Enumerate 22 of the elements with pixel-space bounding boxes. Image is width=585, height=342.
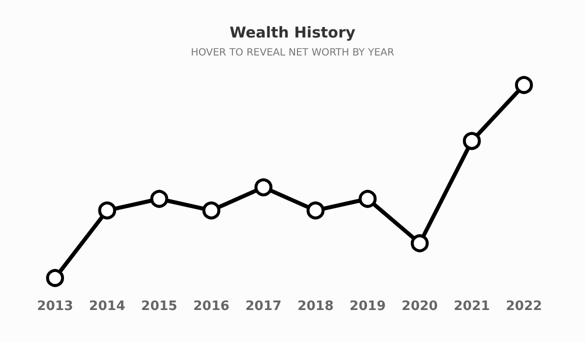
x-tick-label: 2016 (193, 299, 230, 314)
point (254, 178, 272, 196)
x-tick-label: 2022 (506, 299, 542, 314)
x-tick-label: 2021 (454, 299, 490, 314)
x-tick-label: 2018 (297, 299, 334, 314)
x-tick-label: 2013 (36, 299, 74, 314)
point (202, 201, 220, 220)
point (98, 201, 116, 220)
chart-subtitle: HOVER TO REVEAL NET WORTH BY YEAR (190, 48, 394, 58)
x-tick-label: 2019 (350, 299, 386, 314)
point (150, 190, 168, 208)
point (514, 76, 533, 94)
x-tick-label: 2015 (141, 299, 178, 314)
point (358, 190, 377, 208)
point (462, 132, 481, 150)
chart-title: Wealth History (230, 24, 356, 42)
x-tick-label: 2020 (402, 299, 438, 314)
point (410, 234, 429, 252)
point (306, 201, 325, 220)
x-tick-label: 2017 (245, 299, 282, 314)
x-tick-label: 2014 (89, 299, 126, 314)
point (46, 269, 64, 287)
